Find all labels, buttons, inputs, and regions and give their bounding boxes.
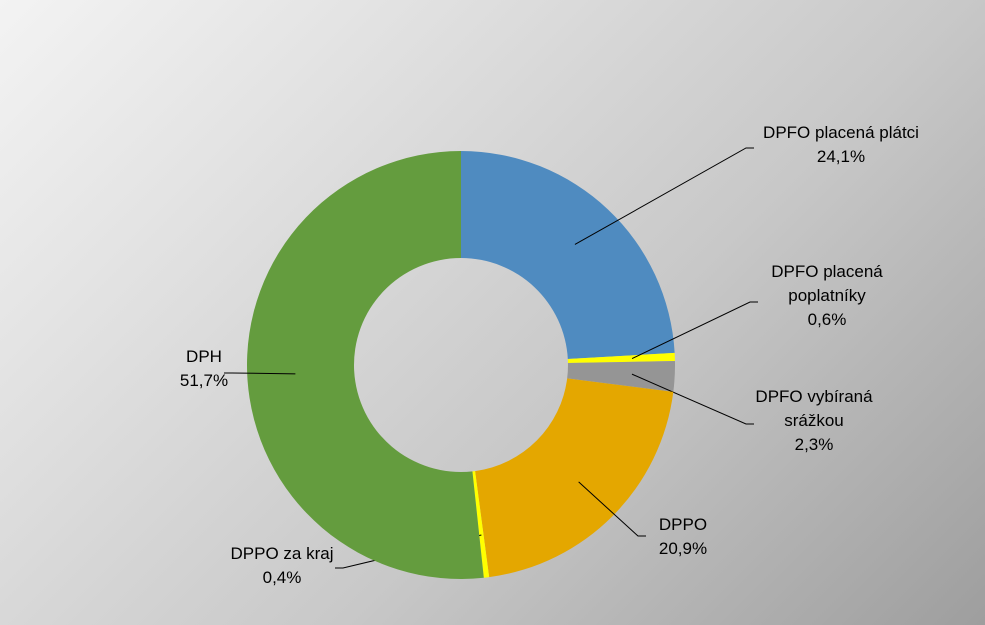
leader-line <box>574 147 754 245</box>
leader-line <box>631 301 758 359</box>
leader-line <box>578 481 646 537</box>
leader-line <box>224 372 296 375</box>
data-label-dpfo-placena-poplatniky: DPFO placená poplatníky 0,6% <box>771 262 883 329</box>
data-label-dpfo-vybirana-srazkou: DPFO vybíraná srážkou 2,3% <box>755 387 873 454</box>
data-label-dph: DPH 51,7% <box>180 347 228 390</box>
data-label-dpfo-placena-platci: DPFO placená plátci 24,1% <box>763 123 919 166</box>
leader-line <box>631 373 754 425</box>
slice-dpfo-placena-platci <box>461 151 675 359</box>
slice-dph <box>247 151 484 579</box>
data-label-dppo-za-kraj: DPPO za kraj 0,4% <box>231 544 334 587</box>
slice-dpfo-vybirana-srazkou <box>567 360 675 392</box>
slice-dpfo-placena-poplatniky <box>567 352 675 363</box>
data-label-dppo: DPPO 20,9% <box>659 515 707 558</box>
slice-dppo-za-kraj <box>472 471 490 578</box>
slice-dppo <box>475 378 674 578</box>
